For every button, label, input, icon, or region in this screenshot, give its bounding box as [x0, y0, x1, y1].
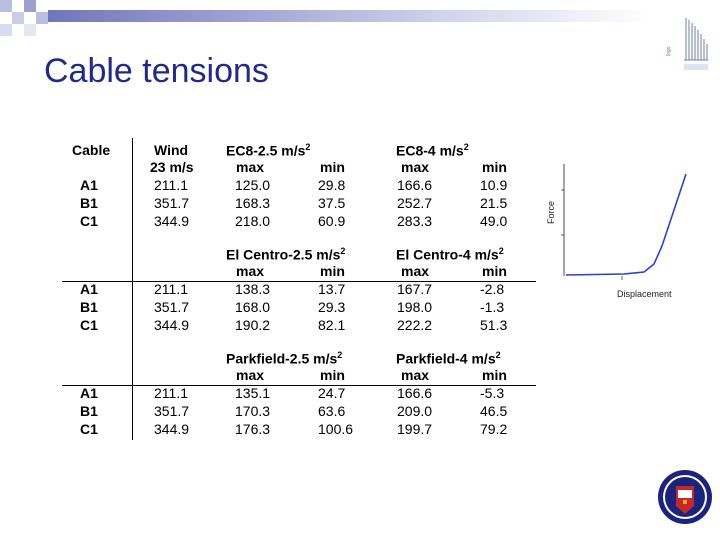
- graph-xlabel: Displacement: [617, 289, 672, 299]
- row-value: 168.0: [235, 299, 271, 315]
- header-band: [48, 10, 648, 22]
- university-crest-icon: [658, 470, 712, 524]
- col-header-min: min: [320, 159, 345, 175]
- row-wind-value: 344.9: [154, 317, 190, 333]
- row-value: 51.3: [480, 317, 508, 333]
- row-value: 100.6: [318, 421, 354, 437]
- col-header-max: max: [236, 263, 265, 279]
- col-header-max: max: [401, 263, 430, 279]
- col-header-max: max: [401, 159, 430, 175]
- col-header-wind: Wind: [154, 142, 189, 158]
- case-header: El Centro-2.5 m/s2: [226, 246, 346, 263]
- row-wind-value: 351.7: [154, 299, 190, 315]
- row-value: 29.8: [318, 177, 346, 193]
- row-cable: B1: [80, 299, 98, 315]
- row-wind-value: 351.7: [154, 195, 190, 211]
- case-header: Parkfield-4 m/s2: [396, 350, 501, 367]
- force-displacement-curve: [565, 173, 687, 276]
- svg-text:logo: logo: [666, 46, 672, 56]
- row-value: 60.9: [318, 213, 346, 229]
- row-value: 49.0: [480, 213, 508, 229]
- row-value: 125.0: [235, 177, 271, 193]
- page-title: Cable tensions: [44, 52, 269, 90]
- row-value: 168.3: [235, 195, 271, 211]
- case-header: El Centro-4 m/s2: [396, 246, 504, 263]
- col-header-min: min: [482, 159, 507, 175]
- row-value: 24.7: [318, 385, 346, 401]
- row-wind-value: 344.9: [154, 213, 190, 229]
- col-header-wind-speed: 23 m/s: [150, 159, 194, 175]
- row-value: 10.9: [480, 177, 508, 193]
- row-cable: A1: [80, 177, 98, 193]
- row-wind-value: 211.1: [154, 281, 188, 297]
- row-value: 283.3: [397, 213, 433, 229]
- col-header-max: max: [401, 367, 430, 383]
- row-wind-value: 351.7: [154, 403, 190, 419]
- graph-ylabel: Force: [546, 201, 556, 224]
- row-value: -5.3: [480, 385, 505, 401]
- row-value: 135.1: [235, 385, 271, 401]
- col-header-max: max: [236, 159, 265, 175]
- row-cable: A1: [80, 281, 98, 297]
- section-divider: [62, 281, 536, 282]
- row-value: 37.5: [318, 195, 346, 211]
- row-wind-value: 211.1: [154, 177, 188, 193]
- row-cable: C1: [80, 213, 98, 229]
- row-value: 222.2: [397, 317, 433, 333]
- section-divider: [62, 385, 536, 386]
- row-cable: B1: [80, 195, 98, 211]
- row-value: 209.0: [397, 403, 433, 419]
- row-cable: C1: [80, 421, 98, 437]
- row-value: 138.3: [235, 281, 271, 297]
- row-value: 198.0: [397, 299, 433, 315]
- case-header: EC8-2.5 m/s2: [226, 142, 311, 159]
- row-cable: B1: [80, 403, 98, 419]
- row-wind-value: 211.1: [154, 385, 188, 401]
- row-value: 79.2: [480, 421, 508, 437]
- case-header: Parkfield-2.5 m/s2: [226, 350, 343, 367]
- row-value: 29.3: [318, 299, 346, 315]
- row-value: 199.7: [397, 421, 433, 437]
- row-value: -2.8: [480, 281, 505, 297]
- case-header: EC8-4 m/s2: [396, 142, 469, 159]
- row-cable: C1: [80, 317, 98, 333]
- col-header-cable: Cable: [72, 142, 111, 158]
- row-value: 63.6: [318, 403, 346, 419]
- row-value: 46.5: [480, 403, 508, 419]
- col-header-min: min: [482, 263, 507, 279]
- col-header-max: max: [236, 367, 265, 383]
- table-vertical-divider: [132, 138, 133, 440]
- row-value: 170.3: [235, 403, 271, 419]
- force-displacement-graph: Force Displacement: [546, 164, 687, 299]
- row-value: 252.7: [397, 195, 433, 211]
- row-value: 166.6: [397, 385, 433, 401]
- row-value: -1.3: [480, 299, 505, 315]
- row-cable: A1: [80, 385, 98, 401]
- row-value: 82.1: [318, 317, 346, 333]
- row-value: 13.7: [318, 281, 346, 297]
- row-value: 21.5: [480, 195, 508, 211]
- col-header-min: min: [320, 367, 345, 383]
- col-header-min: min: [482, 367, 507, 383]
- row-value: 176.3: [235, 421, 271, 437]
- row-wind-value: 344.9: [154, 421, 190, 437]
- checkered-corner-icon: [0, 0, 48, 36]
- row-value: 190.2: [235, 317, 271, 333]
- row-value: 218.0: [235, 213, 271, 229]
- building-logo-icon: logo: [666, 18, 708, 70]
- row-value: 167.7: [397, 281, 433, 297]
- col-header-min: min: [320, 263, 345, 279]
- row-value: 166.6: [397, 177, 433, 193]
